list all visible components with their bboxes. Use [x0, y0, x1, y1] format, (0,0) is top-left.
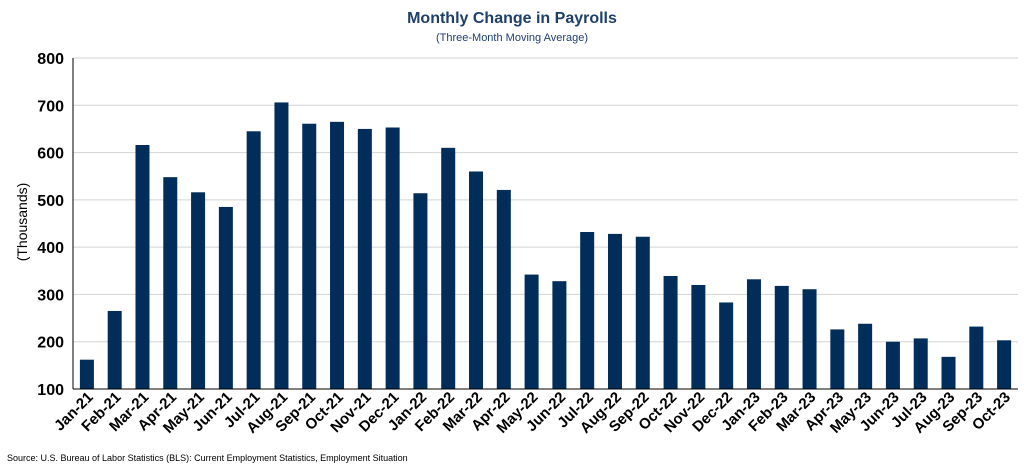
y-tick-label: 200: [37, 335, 64, 352]
bar-may-23: [858, 323, 873, 389]
source-note: Source: U.S. Bureau of Labor Statistics …: [7, 453, 408, 463]
bar-aug-22: [607, 233, 622, 389]
bar-sep-23: [969, 326, 984, 389]
bar-may-22: [524, 274, 539, 389]
bar-feb-23: [774, 285, 789, 389]
bar-aug-21: [274, 102, 289, 389]
bar-may-21: [191, 192, 206, 389]
y-tick-label: 100: [37, 382, 64, 399]
bar-mar-23: [802, 289, 817, 389]
bar-jun-23: [885, 341, 900, 389]
bar-jul-23: [913, 338, 928, 389]
bar-nov-21: [357, 128, 372, 389]
bar-sep-21: [302, 123, 317, 389]
y-tick-label: 600: [37, 146, 64, 163]
bar-apr-22: [496, 189, 511, 389]
chart-title: Monthly Change in Payrolls: [407, 10, 617, 27]
bar-jan-23: [746, 279, 761, 389]
y-tick-label: 700: [37, 98, 64, 115]
bar-dec-22: [719, 302, 734, 389]
y-tick-label: 400: [37, 240, 64, 257]
bar-sep-22: [635, 236, 650, 389]
y-tick-label: 800: [37, 51, 64, 68]
bar-nov-22: [691, 284, 706, 389]
x-tick-labels: Jan-21Feb-21Mar-21Apr-21May-21Jun-21Jul-…: [51, 389, 1014, 437]
bar-jan-21: [79, 359, 94, 389]
y-tick-labels: 100 200 300 400 500 600 700 800: [37, 51, 64, 399]
y-axis-label: (Thousands): [14, 183, 30, 262]
bar-jun-22: [552, 281, 567, 389]
bar-jul-21: [246, 131, 261, 390]
bar-oct-23: [997, 340, 1012, 389]
bar-dec-21: [385, 127, 400, 389]
y-tick-label: 300: [37, 287, 64, 304]
bar-aug-23: [941, 356, 956, 389]
bar-oct-21: [330, 121, 345, 389]
bar-feb-22: [441, 147, 456, 389]
bar-jun-21: [218, 206, 233, 389]
y-tick-label: 500: [37, 193, 64, 210]
bars: [79, 102, 1012, 390]
bar-jul-22: [580, 232, 595, 389]
bar-jan-22: [413, 193, 428, 389]
bar-mar-21: [135, 145, 150, 389]
bar-mar-22: [469, 171, 484, 389]
gridlines: [73, 57, 1018, 343]
axes: [72, 58, 1018, 390]
bar-apr-23: [830, 329, 845, 389]
bar-feb-21: [107, 310, 122, 389]
bar-apr-21: [163, 177, 178, 389]
bar-oct-22: [663, 275, 678, 389]
chart-subtitle: (Three-Month Moving Average): [436, 32, 588, 44]
